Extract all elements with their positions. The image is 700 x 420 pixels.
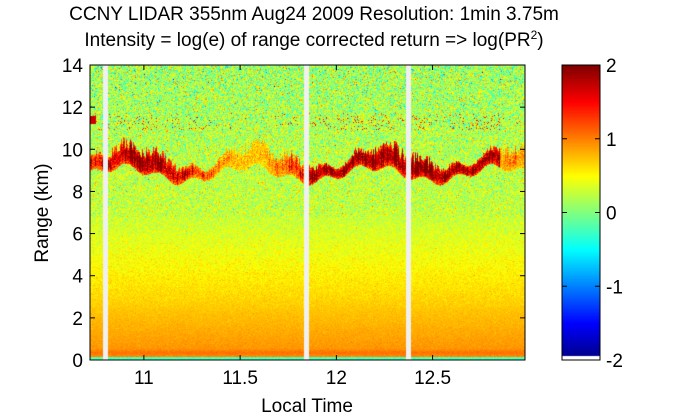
y-tick-label: 4 [72, 267, 83, 288]
heatmap [90, 65, 525, 360]
chart-title: CCNY LIDAR 355nm Aug24 2009 Resolution: … [69, 4, 559, 25]
colorbar-tick-label: 0 [606, 204, 617, 225]
y-tick-label: 10 [62, 140, 83, 161]
x-tick-label: 12.5 [414, 368, 451, 389]
y-tick-label: 2 [72, 309, 83, 330]
x-axis-label: Local Time [261, 396, 353, 417]
y-axis-label: Range (km) [32, 163, 53, 262]
colorbar-tick-label: -2 [606, 351, 623, 372]
x-tick-label: 12 [326, 368, 347, 389]
subtitle-suffix: ) [537, 30, 543, 51]
chart-subtitle: Intensity = log(e) of range corrected re… [84, 28, 543, 51]
plot-frame [89, 64, 526, 361]
y-tick-label: 6 [72, 225, 83, 246]
x-tick-label: 11 [134, 368, 154, 389]
y-axis: 0 2 4 6 8 10 12 14 [62, 56, 525, 372]
colorbar-ticks: 2 1 0 -1 -2 [562, 56, 623, 372]
x-axis: 11 11.5 12 12.5 [134, 65, 451, 389]
colorbar-tick-label: 2 [606, 56, 617, 77]
colorbar-image [562, 65, 600, 360]
colorbar-tick-label: 1 [606, 130, 617, 151]
subtitle-superscript: 2 [531, 28, 538, 42]
y-tick-label: 12 [62, 98, 83, 119]
y-tick-label: 8 [72, 182, 83, 203]
colorbar: 2 1 0 -1 -2 [561, 56, 623, 372]
y-tick-label: 0 [72, 351, 83, 372]
y-tick-label: 14 [62, 56, 84, 77]
subtitle-text: Intensity = log(e) of range corrected re… [84, 30, 530, 51]
colorbar-tick-label: -1 [606, 277, 623, 298]
heatmap-image [90, 65, 525, 360]
x-tick-label: 11.5 [222, 368, 258, 389]
